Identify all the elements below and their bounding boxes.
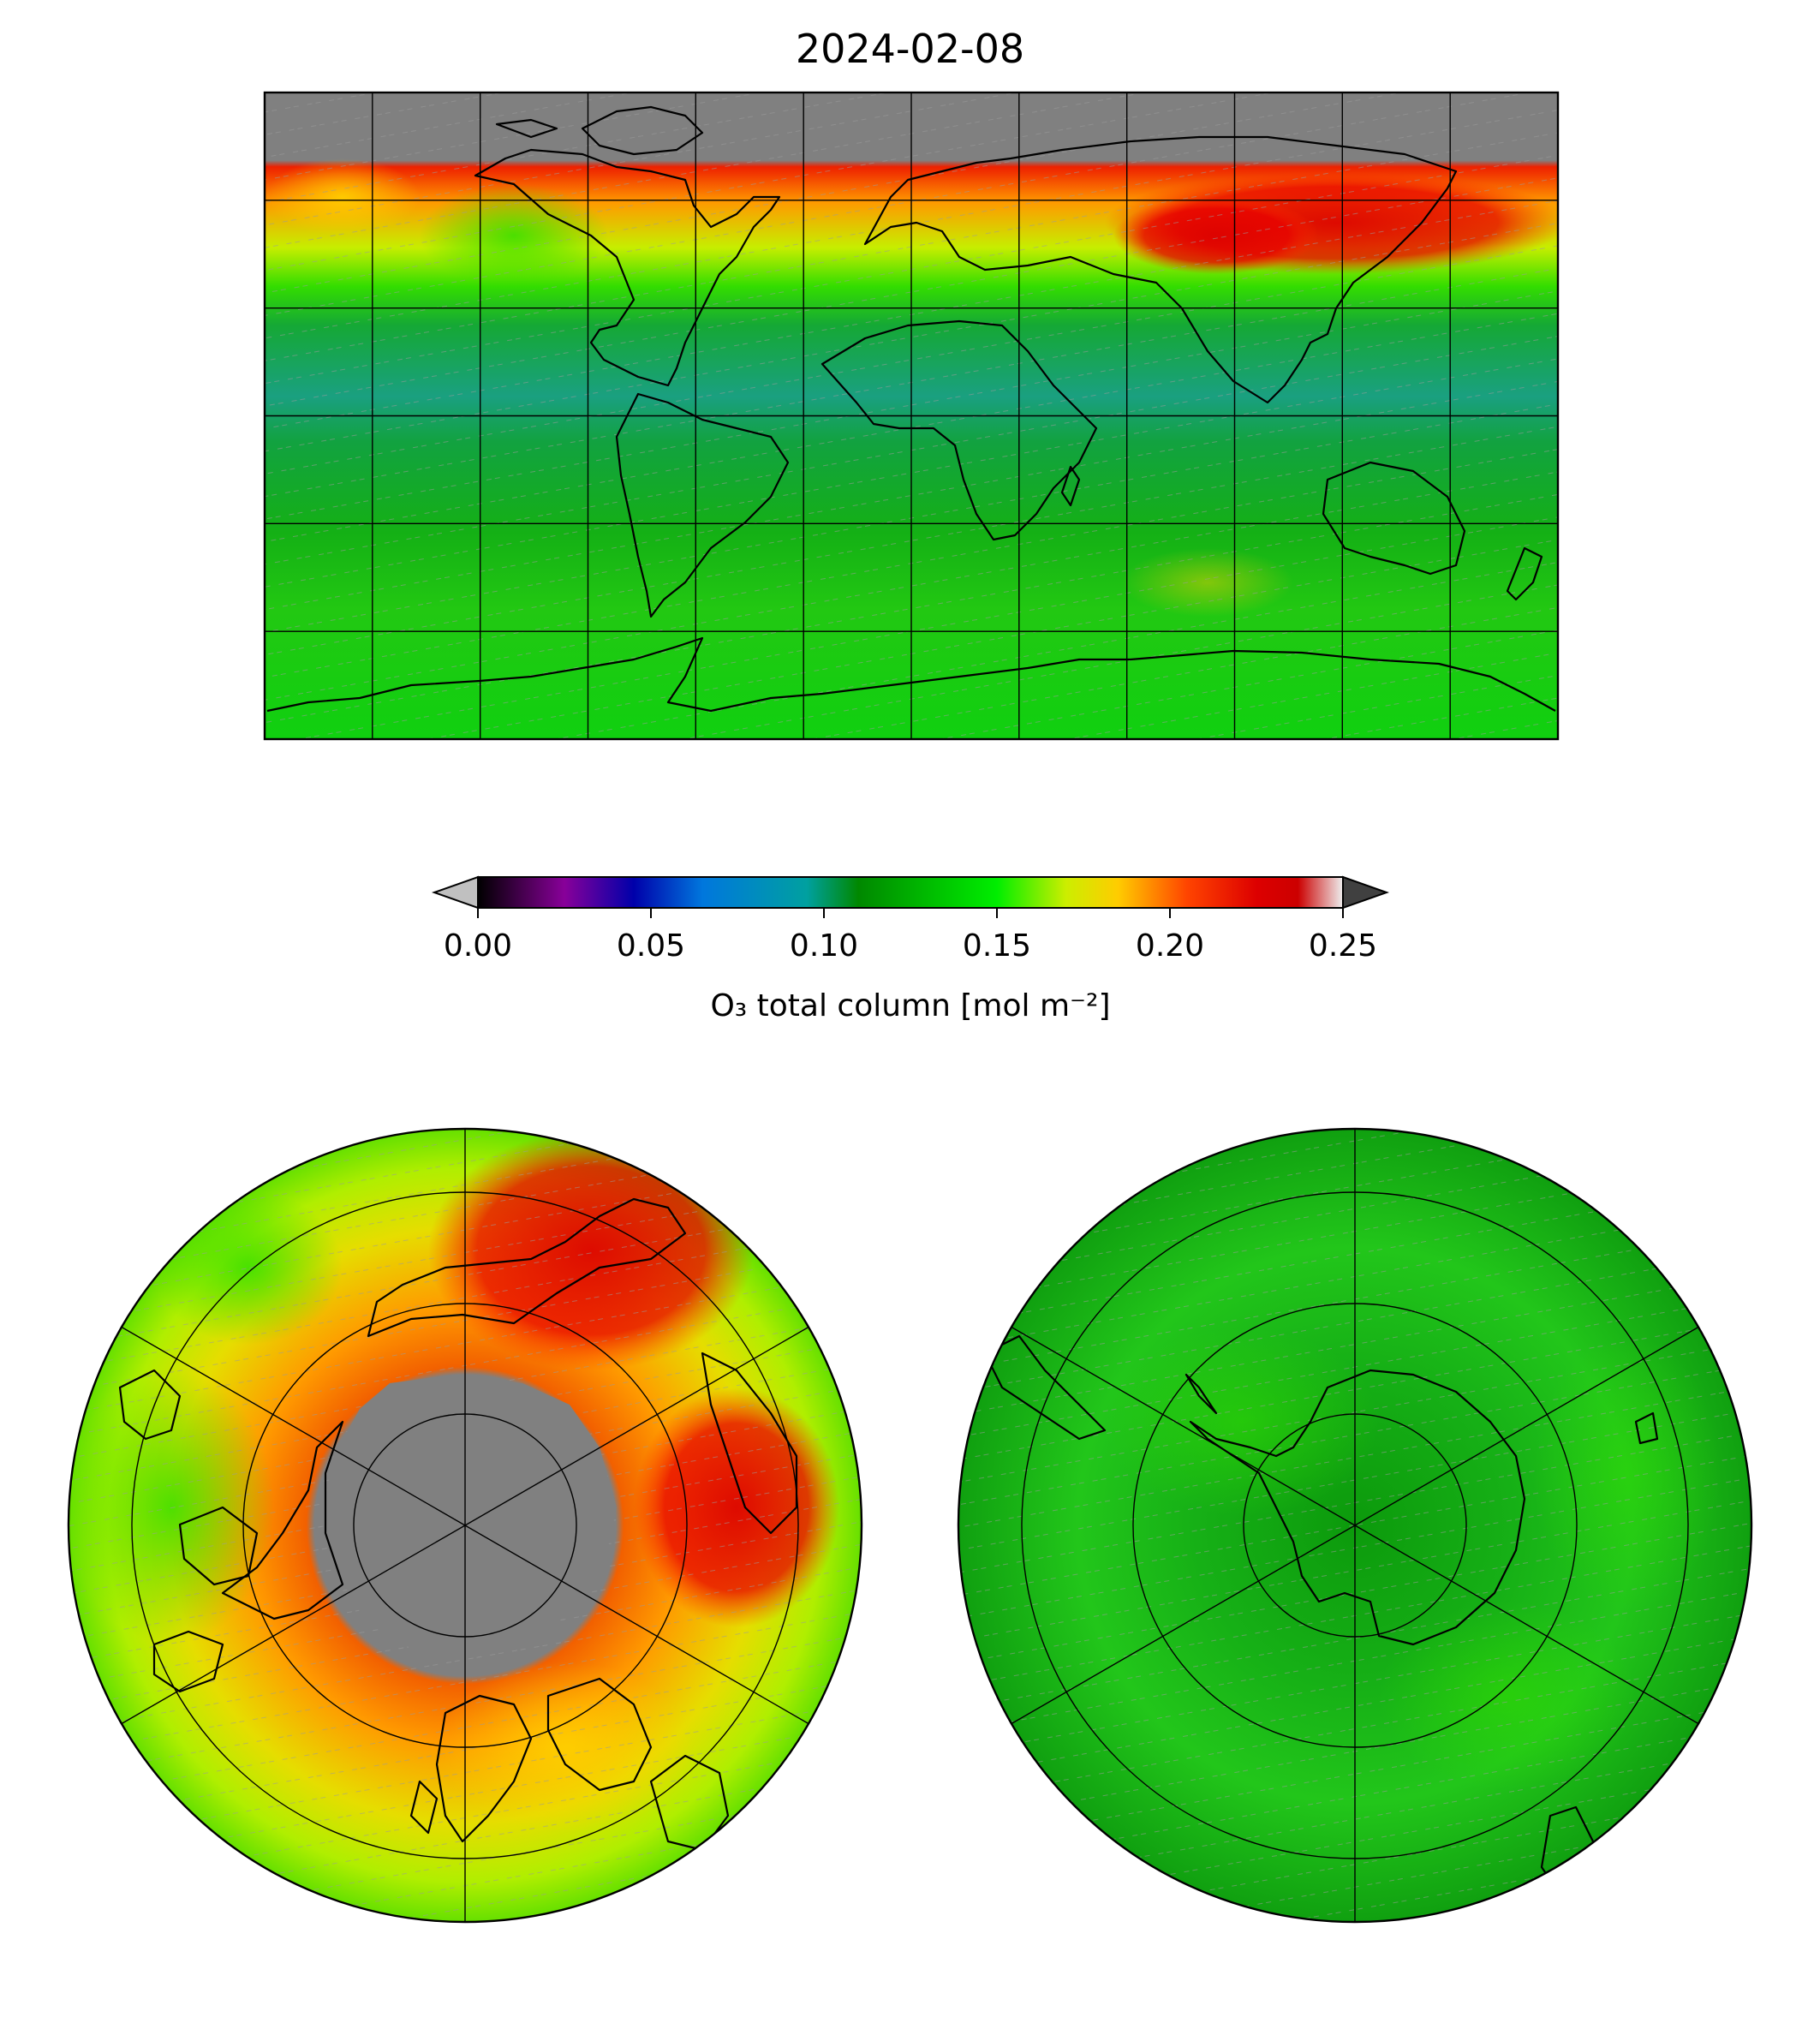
global-map-frame bbox=[263, 91, 1560, 741]
south-graticule bbox=[1011, 1129, 1699, 1922]
colorbar-ticks: 0.00 0.05 0.10 0.15 0.20 0.25 bbox=[444, 908, 1377, 964]
colorbar-bar bbox=[478, 877, 1343, 908]
colorbar-tick-label: 0.05 bbox=[617, 928, 685, 964]
global-graticule bbox=[265, 92, 1558, 739]
colorbar-tick-label: 0.15 bbox=[963, 928, 1031, 964]
global-map bbox=[263, 91, 1560, 741]
north-polar-frame bbox=[67, 1127, 863, 1924]
colorbar-outline bbox=[477, 876, 1344, 909]
south-polar-map bbox=[957, 1127, 1753, 1924]
north-coastlines bbox=[118, 1197, 798, 1852]
colorbar: 0.00 0.05 0.10 0.15 0.20 0.25 O₃ total column… bbox=[431, 875, 1390, 1023]
colorbar-under-extension bbox=[431, 875, 479, 910]
colorbar-tick-label: 0.25 bbox=[1309, 928, 1377, 964]
colorbar-tick-label: 0.20 bbox=[1136, 928, 1204, 964]
north-graticule bbox=[121, 1129, 809, 1922]
south-polar-frame bbox=[957, 1127, 1753, 1924]
figure-title: 2024-02-08 bbox=[795, 26, 1025, 72]
global-coastlines bbox=[266, 105, 1556, 713]
colorbar-label: O₃ total column [mol m⁻²] bbox=[710, 988, 1110, 1023]
colorbar-tick-label: 0.00 bbox=[444, 928, 512, 964]
colorbar-tick-label: 0.10 bbox=[790, 928, 858, 964]
north-polar-map bbox=[67, 1127, 863, 1924]
polar-night-mask bbox=[325, 1375, 617, 1657]
colorbar-over-extension bbox=[1342, 875, 1390, 910]
